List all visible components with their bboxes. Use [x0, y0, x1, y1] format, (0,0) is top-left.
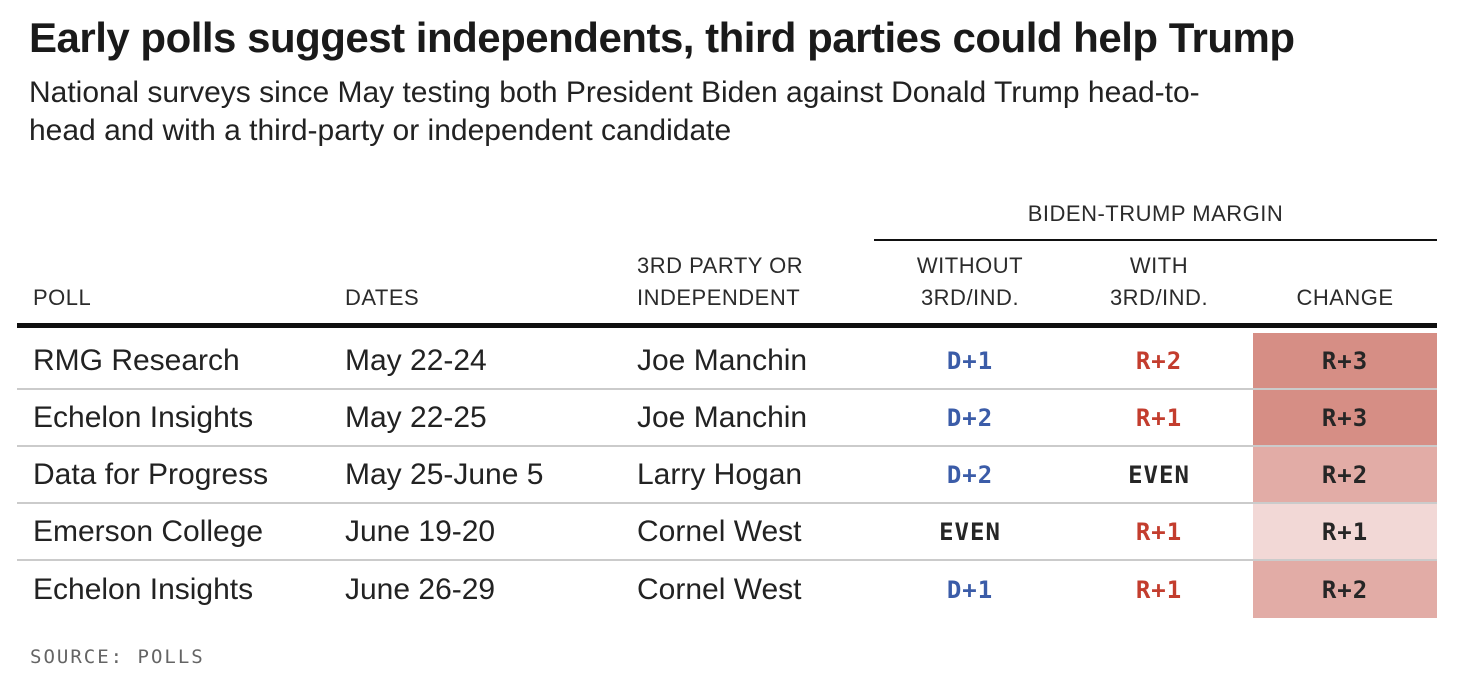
page-title: Early polls suggest independents, third … — [29, 14, 1295, 61]
poll-name: Echelon Insights — [33, 572, 254, 606]
column-header-with-line2: 3RD/IND. — [1109, 285, 1209, 310]
column-header-dates: DATES — [345, 285, 420, 310]
poll-dates: May 25-June 5 — [345, 457, 544, 491]
table-body: RMG Research May 22-24 Joe Manchin D+1 R… — [17, 333, 1437, 618]
table-header-row: POLL DATES 3RD PARTY OR INDEPENDENT WITH… — [17, 249, 1437, 328]
third-party-candidate: Cornel West — [637, 572, 802, 606]
margin-change: R+2 — [1321, 460, 1369, 489]
margin-without: D+1 — [946, 346, 994, 375]
group-header-underline — [874, 239, 1437, 241]
poll-name: Data for Progress — [33, 457, 269, 491]
poll-name: Echelon Insights — [33, 400, 254, 434]
table-row: RMG Research May 22-24 Joe Manchin D+1 R… — [17, 333, 1437, 390]
margin-change-cell: R+2 — [1253, 447, 1437, 502]
margin-without: D+2 — [946, 403, 994, 432]
subtitle-line-1: National surveys since May testing both … — [29, 76, 1200, 109]
margin-change: R+3 — [1321, 403, 1369, 432]
table-row: Echelon Insights June 26-29 Cornel West … — [17, 561, 1437, 618]
table-row: Echelon Insights May 22-25 Joe Manchin D… — [17, 390, 1437, 447]
margin-change-cell: R+2 — [1253, 561, 1437, 618]
column-header-poll: POLL — [33, 285, 92, 310]
source-note: SOURCE: POLLS — [30, 646, 205, 668]
margin-change-cell: R+3 — [1253, 333, 1437, 388]
poll-name: RMG Research — [33, 343, 240, 377]
column-header-third-party-line2: INDEPENDENT — [637, 285, 801, 310]
table-row: Emerson College June 19-20 Cornel West E… — [17, 504, 1437, 561]
margin-change-cell: R+3 — [1253, 390, 1437, 445]
margin-without: D+2 — [946, 460, 994, 489]
column-header-without-line2: 3RD/IND. — [920, 285, 1020, 310]
column-header-with-line1: WITH — [1129, 253, 1189, 278]
margin-change: R+1 — [1321, 517, 1369, 546]
column-header-with: WITH 3RD/IND. — [1065, 250, 1253, 323]
column-header-change: CHANGE — [1296, 285, 1394, 310]
subtitle-line-2: head and with a third-party or independe… — [29, 114, 732, 147]
table-row: Data for Progress May 25-June 5 Larry Ho… — [17, 447, 1437, 504]
margin-with: R+1 — [1135, 517, 1183, 546]
group-header-biden-trump-margin: BIDEN-TRUMP MARGIN — [1027, 201, 1284, 226]
third-party-candidate: Larry Hogan — [637, 457, 803, 491]
poll-dates: May 22-25 — [345, 400, 487, 434]
third-party-candidate: Joe Manchin — [637, 343, 808, 377]
margin-with: R+1 — [1135, 575, 1183, 604]
margin-with: EVEN — [1128, 460, 1190, 489]
column-header-third-party-line1: 3RD PARTY OR — [637, 253, 804, 278]
poll-dates: June 26-29 — [345, 572, 496, 606]
margin-change: R+3 — [1321, 346, 1369, 375]
margin-with: R+1 — [1135, 403, 1183, 432]
third-party-candidate: Cornel West — [637, 514, 802, 548]
column-header-third-party: 3RD PARTY OR INDEPENDENT — [620, 250, 875, 323]
poll-name: Emerson College — [33, 514, 264, 548]
margin-without: D+1 — [946, 575, 994, 604]
subtitle: National surveys since May testing both … — [29, 74, 1200, 150]
poll-dates: June 19-20 — [345, 514, 496, 548]
margin-with: R+2 — [1135, 346, 1183, 375]
column-header-without-line1: WITHOUT — [916, 253, 1024, 278]
third-party-candidate: Joe Manchin — [637, 400, 808, 434]
column-header-without: WITHOUT 3RD/IND. — [875, 250, 1065, 323]
margin-change: R+2 — [1321, 575, 1369, 604]
margin-without: EVEN — [939, 517, 1001, 546]
poll-dates: May 22-24 — [345, 343, 487, 377]
margin-change-cell: R+1 — [1253, 504, 1437, 559]
